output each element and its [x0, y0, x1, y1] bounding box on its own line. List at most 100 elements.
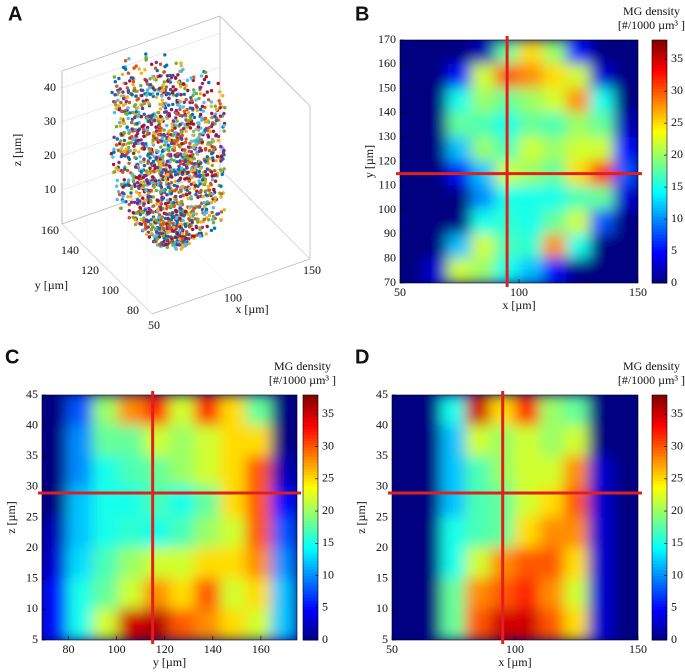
colorbar-step — [652, 73, 667, 77]
point — [184, 232, 189, 237]
colorbar-step — [652, 630, 667, 635]
colorbar-step — [652, 633, 667, 638]
colorbar-tick-label: 15 — [322, 535, 334, 549]
point — [136, 184, 141, 189]
point — [193, 184, 198, 188]
point — [189, 96, 193, 100]
point — [198, 220, 203, 224]
point — [152, 234, 157, 239]
point — [120, 191, 125, 195]
point — [163, 176, 168, 181]
point — [219, 210, 224, 214]
point — [144, 142, 148, 146]
colorbar-step — [652, 210, 667, 214]
point — [127, 141, 131, 145]
point — [165, 238, 170, 243]
point — [133, 165, 138, 169]
heatmap-cell — [416, 486, 442, 518]
point — [215, 154, 220, 159]
x-tick-label: 100 — [108, 642, 126, 656]
y-axis-label: y [µm] — [362, 145, 376, 178]
point — [222, 208, 226, 212]
colorbar-step — [652, 240, 667, 245]
point — [113, 100, 117, 104]
point — [146, 152, 151, 156]
colorbar-step — [303, 597, 318, 601]
point — [149, 227, 154, 232]
point — [132, 200, 137, 204]
heatmap-cell — [566, 40, 591, 65]
point — [189, 169, 193, 173]
point — [155, 230, 159, 234]
point — [160, 170, 164, 175]
point — [195, 108, 199, 113]
point — [158, 86, 162, 91]
point — [127, 128, 131, 133]
point — [142, 127, 146, 132]
y-tick-label: 15 — [26, 571, 38, 585]
point — [119, 139, 123, 143]
colorbar-tick-label: 30 — [322, 438, 334, 452]
point — [178, 113, 182, 118]
colorbar-step — [652, 264, 667, 269]
point — [209, 104, 214, 109]
point — [194, 224, 198, 228]
colorbar-step — [652, 94, 667, 99]
point — [130, 172, 134, 176]
point — [187, 149, 191, 153]
colorbar-label: MG density — [623, 4, 680, 18]
point — [211, 192, 215, 196]
point — [119, 147, 124, 151]
colorbar-step — [303, 621, 318, 626]
y-tick-label: 45 — [376, 387, 388, 401]
heatmap-cell — [392, 486, 418, 518]
point — [220, 172, 224, 177]
point — [191, 129, 196, 133]
point — [137, 192, 142, 197]
point — [185, 230, 189, 234]
point — [194, 98, 198, 102]
heatmap-cell — [447, 136, 472, 162]
point — [180, 170, 185, 175]
point — [148, 166, 152, 170]
colorbar-step — [652, 407, 667, 411]
point — [145, 144, 149, 149]
point — [144, 58, 148, 62]
point — [194, 164, 198, 168]
point — [191, 211, 196, 216]
point — [187, 179, 191, 183]
point — [158, 62, 163, 66]
point — [141, 210, 145, 215]
point — [207, 149, 212, 153]
point — [115, 137, 120, 141]
point — [155, 155, 159, 160]
point — [146, 211, 150, 215]
colorbar-tick-label: 25 — [671, 115, 683, 129]
point — [167, 114, 172, 118]
point — [169, 218, 173, 222]
point — [204, 232, 208, 236]
point — [166, 79, 170, 83]
point — [185, 122, 190, 126]
point — [182, 109, 187, 114]
point — [135, 201, 140, 205]
heatmap-cell — [588, 486, 614, 518]
point — [176, 80, 181, 85]
point — [165, 172, 170, 177]
colorbar-step — [652, 112, 667, 117]
y-tick-label: 35 — [26, 448, 38, 462]
point — [197, 179, 201, 183]
colorbar-step — [652, 437, 667, 442]
point — [157, 125, 162, 129]
point — [200, 104, 205, 109]
point — [135, 89, 139, 94]
z-tick-label: 40 — [44, 80, 56, 94]
point — [201, 109, 205, 113]
point — [110, 90, 114, 95]
colorbar-step — [652, 118, 667, 123]
point — [190, 112, 195, 117]
point — [152, 134, 156, 139]
point — [129, 187, 134, 191]
point — [133, 115, 137, 120]
colorbar-step — [303, 493, 318, 497]
